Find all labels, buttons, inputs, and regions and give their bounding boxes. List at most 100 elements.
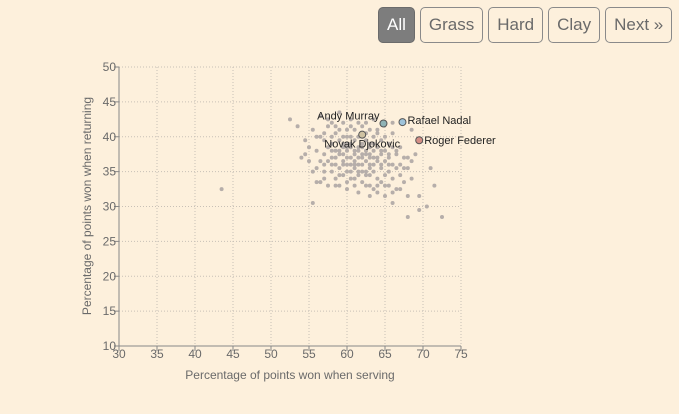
player-point — [318, 159, 323, 164]
player-point — [352, 138, 357, 143]
player-point — [337, 173, 342, 178]
next-button[interactable]: Next » — [605, 7, 673, 43]
player-point — [318, 134, 323, 139]
player-point — [326, 117, 330, 122]
player-point — [367, 141, 372, 146]
filter-hard-button[interactable]: Hard — [488, 7, 544, 43]
player-point — [329, 162, 334, 167]
player-point — [333, 155, 338, 160]
y-tick-label: 50 — [103, 60, 117, 74]
player-point — [288, 117, 292, 122]
player-point — [383, 194, 387, 199]
player-point — [341, 134, 346, 139]
x-tick-label: 45 — [226, 347, 240, 361]
highlighted-players: Andy Murray Novak Djokovic Rafael Nadal Rog… — [317, 110, 496, 150]
x-tick-label: 35 — [150, 347, 164, 361]
y-tick-label: 15 — [103, 304, 117, 318]
y-tick-label: 10 — [103, 339, 117, 353]
player-point — [348, 155, 353, 160]
player-point — [337, 166, 342, 171]
player-point — [322, 152, 327, 157]
player-point — [405, 214, 410, 219]
x-tick-label: 60 — [340, 347, 354, 361]
x-tick-label: 55 — [302, 347, 316, 361]
player-point — [314, 148, 319, 153]
player-point — [371, 162, 376, 167]
player-point — [371, 187, 376, 192]
player-point — [383, 173, 387, 178]
player-point — [333, 176, 338, 181]
player-point — [307, 145, 311, 150]
player-point — [398, 162, 403, 167]
player-point — [352, 148, 357, 153]
y-tick-label: 40 — [103, 130, 117, 144]
player-point — [424, 204, 429, 209]
player-point — [402, 180, 406, 185]
player-point — [390, 145, 395, 150]
player-point — [356, 162, 361, 167]
player-point — [348, 162, 353, 167]
player-point — [379, 180, 384, 185]
x-axis-label: Percentage of points won when serving — [185, 368, 394, 382]
player-point — [375, 190, 380, 195]
player-point — [318, 180, 323, 185]
player-point — [398, 145, 403, 150]
player-point — [375, 176, 380, 181]
filter-grass-button[interactable]: Grass — [419, 7, 484, 43]
player-point — [383, 134, 387, 139]
player-point — [326, 145, 330, 150]
player-point — [375, 131, 380, 136]
player-point — [326, 183, 330, 188]
player-point — [341, 162, 346, 167]
player-point — [386, 183, 391, 188]
player-point — [303, 138, 308, 143]
player-point — [371, 117, 376, 122]
player-point — [375, 145, 380, 150]
player-point — [371, 155, 376, 160]
player-point — [367, 173, 372, 178]
player-point — [310, 169, 315, 174]
highlight-point — [358, 130, 367, 139]
player-point — [428, 166, 433, 171]
player-point — [333, 131, 338, 136]
player-point — [405, 155, 410, 160]
highlight-label: Rafael Nadal — [407, 115, 471, 127]
player-point — [390, 120, 395, 125]
player-point — [322, 176, 327, 181]
player-point — [310, 201, 315, 206]
filter-clay-button[interactable]: Clay — [548, 7, 601, 43]
player-point — [394, 166, 399, 171]
player-point — [409, 176, 414, 181]
player-point — [345, 134, 349, 139]
player-point — [371, 169, 376, 174]
player-point — [390, 176, 395, 181]
highlight-point — [379, 119, 388, 128]
y-tick-label: 25 — [103, 234, 117, 248]
player-point — [440, 214, 444, 219]
player-point — [356, 145, 361, 150]
player-point — [352, 183, 357, 188]
y-tick-label: 45 — [103, 95, 117, 109]
player-point — [345, 180, 349, 185]
player-point — [299, 155, 304, 160]
player-point — [394, 148, 399, 153]
player-point — [398, 187, 403, 192]
player-point — [333, 183, 338, 188]
player-point — [375, 183, 380, 188]
player-point — [390, 190, 395, 195]
player-point — [322, 162, 327, 167]
player-point — [303, 152, 308, 157]
player-point — [337, 183, 342, 188]
player-point — [329, 155, 334, 160]
player-point — [356, 148, 361, 153]
filter-all-button[interactable]: All — [378, 7, 415, 43]
player-point — [367, 194, 372, 199]
player-point — [348, 169, 353, 174]
highlight-label: Roger Federer — [424, 135, 496, 147]
player-point — [341, 145, 346, 150]
player-point — [364, 148, 368, 153]
player-point — [360, 169, 365, 174]
player-point — [360, 155, 365, 160]
player-point — [386, 152, 391, 157]
player-point — [329, 141, 334, 146]
